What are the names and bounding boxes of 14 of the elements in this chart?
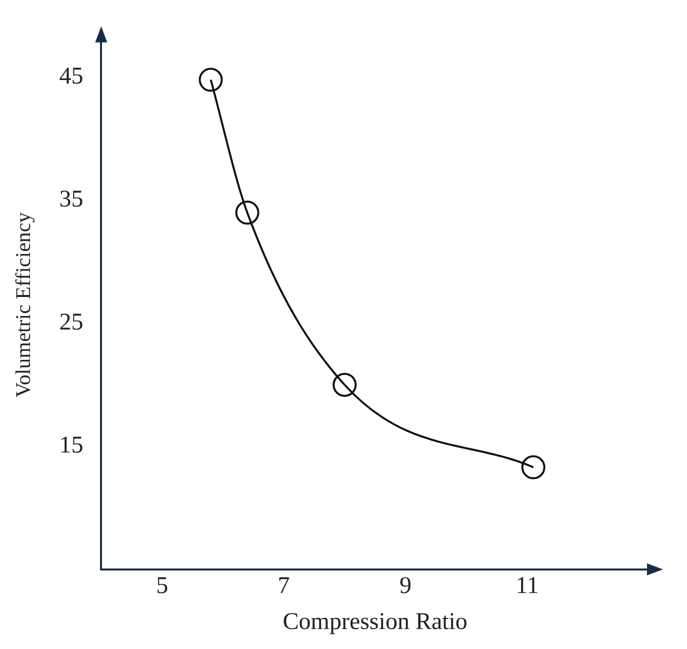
point [198,68,223,92]
point [521,455,546,480]
y-axis-title: Volumetric Efficiency [11,212,36,398]
x-tick-label: 5 [156,573,168,600]
x-tick-label: 9 [400,573,412,600]
x-tick-label: 11 [516,573,539,600]
point [332,372,357,397]
x-axis-title: Compression Ratio [282,608,468,635]
point [235,200,260,225]
x-tick-label: 7 [278,573,290,600]
y-tick-label: 25 [59,310,84,336]
y-tick-label: 15 [59,432,84,459]
y-tick-label: 35 [59,186,84,213]
y-tick-label: 45 [59,64,84,90]
